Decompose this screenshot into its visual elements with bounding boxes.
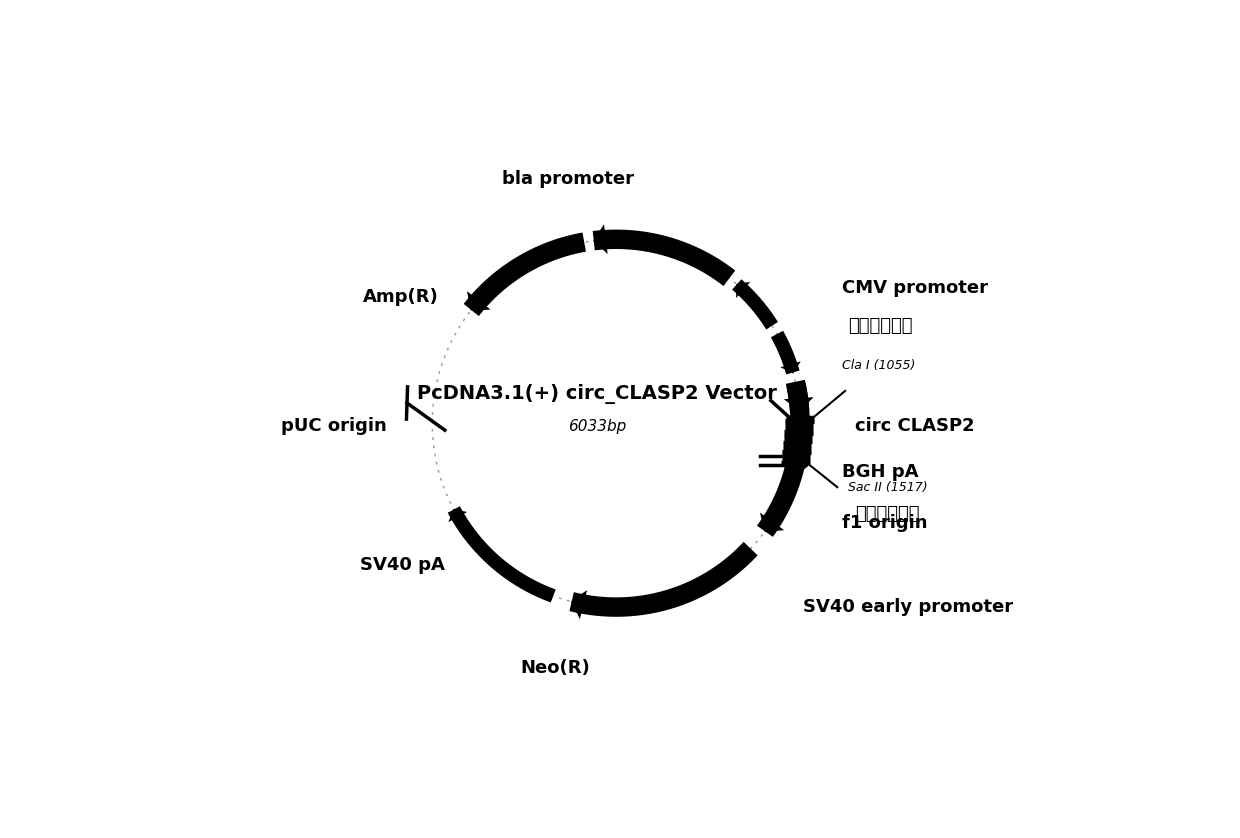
Text: bla promoter: bla promoter (502, 169, 634, 188)
Text: pUC origin: pUC origin (281, 417, 387, 436)
Text: CMV promoter: CMV promoter (842, 279, 988, 297)
Text: circ CLASP2: circ CLASP2 (854, 417, 975, 436)
Text: Sac II (1517): Sac II (1517) (848, 481, 928, 494)
Text: Neo(R): Neo(R) (520, 659, 590, 677)
Text: SV40 pA: SV40 pA (361, 556, 445, 574)
Text: Cla I (1055): Cla I (1055) (842, 359, 915, 371)
Text: 下磁成环序列: 下磁成环序列 (854, 504, 919, 523)
Text: f1 origin: f1 origin (842, 515, 928, 532)
Text: PcDNA3.1(+) circ_CLASP2 Vector: PcDNA3.1(+) circ_CLASP2 Vector (417, 384, 776, 404)
Text: 6033bp: 6033bp (568, 419, 626, 434)
Text: SV40 early promoter: SV40 early promoter (804, 598, 1013, 616)
Text: 上磁成环序列: 上磁成环序列 (848, 318, 913, 335)
Text: Amp(R): Amp(R) (363, 288, 439, 307)
Text: BGH pA: BGH pA (842, 463, 919, 480)
